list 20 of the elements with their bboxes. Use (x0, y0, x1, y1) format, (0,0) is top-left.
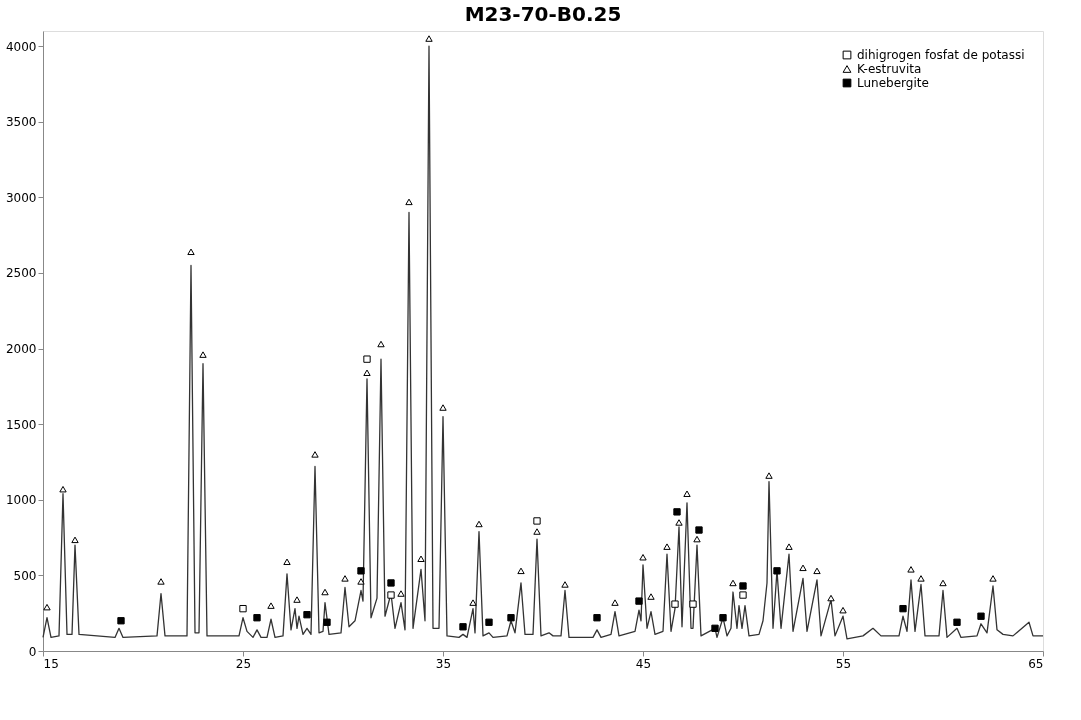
x-tick-label: 45 (635, 656, 652, 671)
legend-label: Lunebergite (857, 76, 929, 90)
x-tick-label: 55 (835, 656, 852, 671)
x-tick-label: 15 (43, 656, 59, 671)
y-tick-label: 500 (13, 568, 37, 583)
y-tick-label: 2000 (5, 342, 37, 357)
x-tick-label: 25 (235, 656, 252, 671)
x-tick-label: 35 (435, 656, 452, 671)
legend-label: K-estruvita (857, 62, 922, 76)
y-tick-label: 4000 (5, 39, 37, 54)
y-tick-label: 0 (28, 644, 37, 659)
y-tick-label: 2500 (5, 266, 37, 281)
x-tick-label: 65 (1028, 656, 1044, 671)
y-tick-label: 3000 (5, 190, 37, 205)
line-series (42, 45, 1044, 640)
y-tick-label: 3500 (5, 115, 37, 130)
y-tick-label: 1500 (5, 417, 37, 432)
chart-title: M23-70-B0.25 (464, 2, 622, 26)
y-tick-label: 1000 (5, 493, 37, 508)
legend-label: dihigrogen fosfat de potassi (857, 48, 1025, 62)
